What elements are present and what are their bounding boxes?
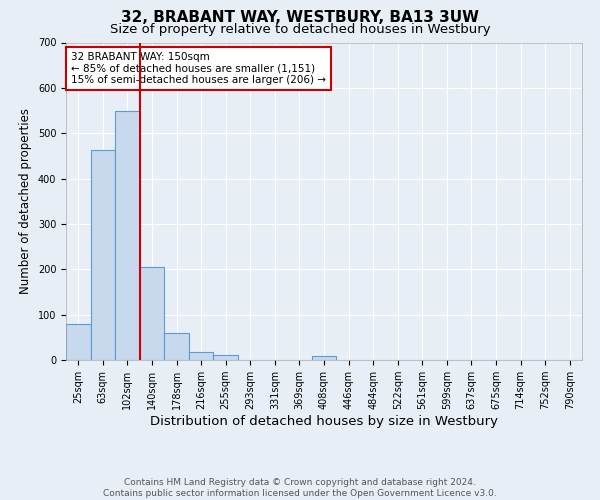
Text: Size of property relative to detached houses in Westbury: Size of property relative to detached ho… <box>110 22 490 36</box>
Bar <box>164 333 189 360</box>
Text: Contains HM Land Registry data © Crown copyright and database right 2024.
Contai: Contains HM Land Registry data © Crown c… <box>103 478 497 498</box>
X-axis label: Distribution of detached houses by size in Westbury: Distribution of detached houses by size … <box>150 415 498 428</box>
Text: 32, BRABANT WAY, WESTBURY, BA13 3UW: 32, BRABANT WAY, WESTBURY, BA13 3UW <box>121 10 479 25</box>
Y-axis label: Number of detached properties: Number of detached properties <box>19 108 32 294</box>
Text: 32 BRABANT WAY: 150sqm
← 85% of detached houses are smaller (1,151)
15% of semi-: 32 BRABANT WAY: 150sqm ← 85% of detached… <box>71 52 326 85</box>
Bar <box>91 150 115 360</box>
Bar <box>66 324 91 360</box>
Bar <box>214 356 238 360</box>
Bar <box>312 356 336 360</box>
Bar <box>115 111 140 360</box>
Bar <box>189 352 214 360</box>
Bar <box>140 267 164 360</box>
